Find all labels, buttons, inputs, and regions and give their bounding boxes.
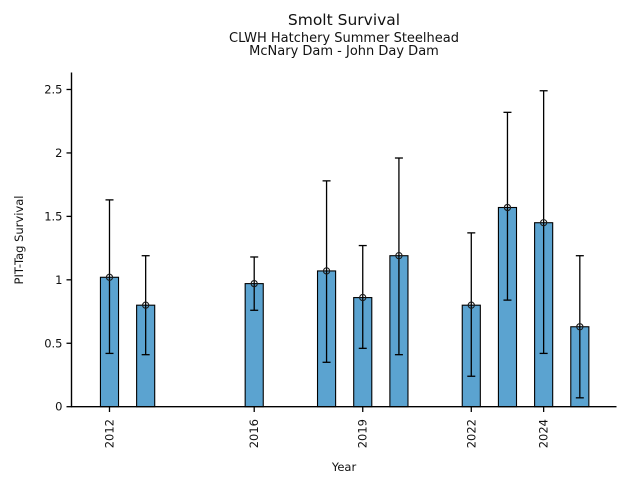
x-tick-label: 2022 — [464, 419, 478, 448]
point-marker — [503, 203, 512, 212]
point-marker — [576, 323, 584, 331]
point-marker — [467, 301, 475, 309]
chart-subtitle-line1: CLWH Hatchery Summer Steelhead — [229, 31, 459, 46]
point-marker — [539, 219, 548, 227]
x-tick-label: 2024 — [537, 419, 551, 448]
x-tick-label: 2019 — [356, 419, 370, 448]
point-marker — [359, 293, 367, 302]
point-marker — [105, 273, 114, 281]
x-axis-label: Year — [331, 460, 357, 474]
chart-subtitle-line2: McNary Dam - John Day Dam — [249, 44, 439, 59]
point-marker — [142, 301, 150, 309]
point-marker — [250, 279, 258, 288]
y-tick-label: 1.5 — [44, 209, 62, 223]
y-tick-label: 0.5 — [44, 336, 62, 350]
y-tick-label: 0 — [55, 400, 62, 414]
point-marker — [322, 267, 331, 275]
y-tick-label: 1 — [55, 273, 62, 287]
y-tick-label: 2 — [55, 146, 62, 160]
x-tick-label: 2012 — [102, 419, 116, 448]
y-tick-label: 2.5 — [44, 82, 62, 96]
x-tick-label: 2016 — [247, 419, 261, 448]
chart-title: Smolt Survival — [287, 11, 401, 29]
point-marker — [395, 252, 403, 260]
